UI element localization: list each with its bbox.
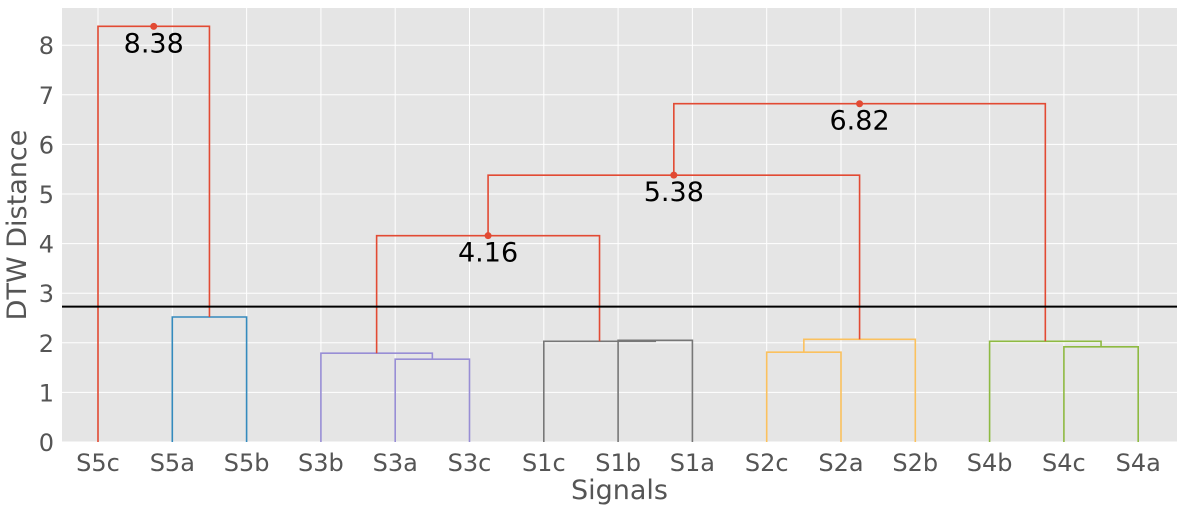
- x-tick-label: S2c: [745, 449, 789, 477]
- merge-height-label: 8.38: [124, 28, 184, 59]
- x-tick-label: S1a: [670, 449, 715, 477]
- x-tick-label: S5c: [76, 449, 120, 477]
- y-tick-label: 0: [39, 429, 54, 457]
- x-tick-label: S5b: [224, 449, 270, 477]
- plot-background: [62, 8, 1177, 442]
- x-tick-label: S2a: [818, 449, 863, 477]
- merge-point: [150, 22, 158, 30]
- x-tick-label: S1b: [595, 449, 641, 477]
- y-axis-label: DTW Distance: [2, 130, 33, 321]
- x-tick-label: S5a: [150, 449, 195, 477]
- x-axis-label: Signals: [571, 475, 668, 506]
- x-tick-labels: S5c S5a S5b S3b S3a S3c S1c S1b S1a S2c S2a S2b S4b S…: [76, 449, 1161, 477]
- y-tick-labels: 0 1 2 3 4 5 6 7 8: [39, 32, 54, 457]
- x-tick-label: S4b: [967, 449, 1013, 477]
- merge-point: [670, 171, 678, 179]
- x-tick-label: S2b: [892, 449, 938, 477]
- merge-height-label: 4.16: [458, 238, 518, 269]
- y-tick-label: 1: [39, 379, 54, 407]
- x-tick-label: S4c: [1042, 449, 1086, 477]
- x-tick-label: S3c: [448, 449, 492, 477]
- y-tick-label: 6: [39, 131, 54, 159]
- x-tick-label: S3b: [298, 449, 344, 477]
- merge-height-label: 5.38: [644, 177, 704, 208]
- merge-markers: 8.38 4.16 5.38 6.82: [124, 22, 890, 269]
- x-tick-label: S1c: [522, 449, 566, 477]
- x-tick-label: S3a: [373, 449, 418, 477]
- y-tick-label: 2: [39, 330, 54, 358]
- y-tick-label: 3: [39, 280, 54, 308]
- merge-point: [856, 100, 864, 108]
- y-tick-label: 8: [39, 32, 54, 60]
- merge-height-label: 6.82: [830, 106, 890, 137]
- y-tick-label: 4: [39, 231, 54, 259]
- merge-point: [484, 232, 492, 240]
- y-tick-label: 5: [39, 181, 54, 209]
- x-tick-label: S4a: [1116, 449, 1161, 477]
- y-tick-label: 7: [39, 82, 54, 110]
